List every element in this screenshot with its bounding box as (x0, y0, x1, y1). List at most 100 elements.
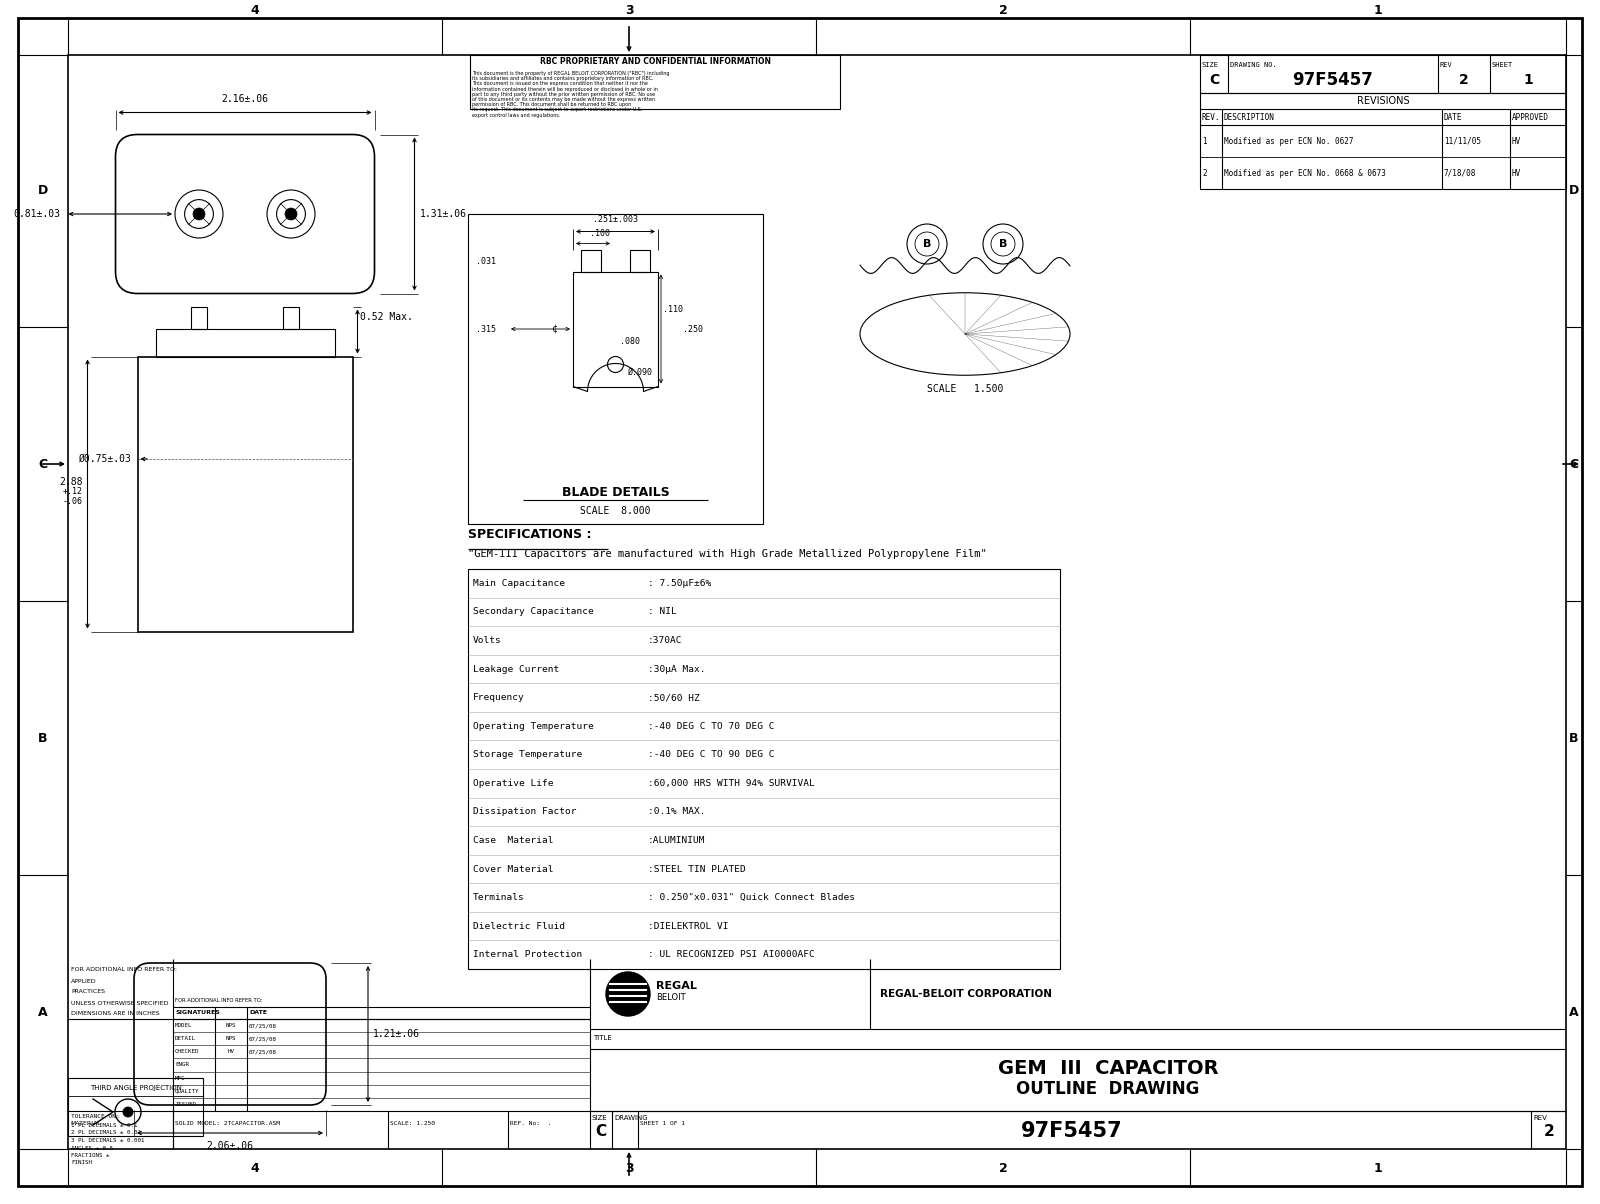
Text: 07/25/08: 07/25/08 (250, 1050, 277, 1055)
Circle shape (123, 1106, 133, 1117)
Text: DATE: DATE (250, 1010, 267, 1015)
Bar (1200, 93, 1566, 189)
Text: SHEET 1 OF 1: SHEET 1 OF 1 (640, 1121, 685, 1126)
Text: PRACTICES: PRACTICES (70, 988, 106, 995)
Text: .100: .100 (590, 229, 611, 237)
Text: 07/25/08: 07/25/08 (250, 1023, 277, 1028)
Text: TITLE: TITLE (594, 1035, 611, 1041)
Text: REV: REV (1533, 1115, 1547, 1121)
Text: 7/18/08: 7/18/08 (1443, 169, 1477, 177)
Text: TOLERANCE ON:: TOLERANCE ON: (70, 1114, 120, 1119)
Text: :50/60 HZ: :50/60 HZ (648, 694, 699, 702)
Text: DRAWING NO.: DRAWING NO. (1230, 61, 1277, 67)
Bar (155, 329, 334, 356)
Text: Operative Life: Operative Life (474, 779, 554, 787)
Text: B: B (38, 732, 48, 744)
Text: OUTLINE  DRAWING: OUTLINE DRAWING (1016, 1080, 1200, 1098)
Text: BELOIT: BELOIT (656, 993, 686, 1003)
Text: HV: HV (1512, 136, 1522, 146)
Circle shape (194, 208, 205, 220)
Text: This document is the property of REGAL BELOIT CORPORATION ("RBC") including: This document is the property of REGAL B… (472, 71, 669, 76)
Text: 2.88: 2.88 (59, 477, 83, 486)
Circle shape (285, 208, 298, 220)
Text: 3 PL DECIMALS ± 0.001: 3 PL DECIMALS ± 0.001 (70, 1138, 144, 1143)
Text: FINISH: FINISH (70, 1161, 93, 1165)
Text: : UL RECOGNIZED PSI AI0000AFC: : UL RECOGNIZED PSI AI0000AFC (648, 950, 814, 960)
Text: FRACTIONS ±: FRACTIONS ± (70, 1153, 109, 1158)
Text: MFG: MFG (174, 1075, 186, 1081)
Text: : 0.250"x0.031" Quick Connect Blades: : 0.250"x0.031" Quick Connect Blades (648, 893, 854, 902)
Text: 1: 1 (1523, 73, 1533, 87)
Text: CHECKED: CHECKED (174, 1050, 200, 1055)
Text: 1: 1 (1374, 5, 1382, 18)
Text: :DIELEKTROL VI: :DIELEKTROL VI (648, 921, 728, 931)
Text: SIZE: SIZE (592, 1115, 608, 1121)
Text: permission of RBC. This document shall be returned to RBC upon: permission of RBC. This document shall b… (472, 102, 632, 107)
Text: DRAWING: DRAWING (614, 1115, 648, 1121)
Text: .080: .080 (621, 337, 640, 346)
Text: REVISIONS: REVISIONS (1357, 96, 1410, 106)
Text: APPROVED: APPROVED (1512, 112, 1549, 122)
Text: export control laws and regulations.: export control laws and regulations. (472, 113, 560, 118)
Text: 2: 2 (1459, 73, 1469, 87)
Text: FOR ADDITIONAL INFO REFER TO:: FOR ADDITIONAL INFO REFER TO: (70, 967, 178, 972)
Text: its subsidiaries and affiliates and contains proprietary information of RBC.: its subsidiaries and affiliates and cont… (472, 76, 653, 81)
Bar (283, 307, 299, 329)
Text: This document is issued on the express condition that neither it nor the: This document is issued on the express c… (472, 82, 648, 87)
Text: information contained therein will be reproduced or disclosed in whole or in: information contained therein will be re… (472, 87, 658, 92)
Bar (138, 356, 352, 632)
Bar (190, 307, 206, 329)
Text: 2: 2 (998, 1162, 1008, 1174)
Text: .315: .315 (477, 325, 496, 334)
Text: 97F5457: 97F5457 (1293, 71, 1373, 89)
Text: APPLIED: APPLIED (70, 979, 96, 984)
Text: UNLESS OTHERWISE SPECIFIED: UNLESS OTHERWISE SPECIFIED (70, 1001, 168, 1007)
Text: Volts: Volts (474, 636, 502, 645)
Text: C: C (1570, 458, 1579, 471)
Text: .250: .250 (683, 325, 702, 334)
Text: Secondary Capacitance: Secondary Capacitance (474, 607, 594, 616)
Text: Frequency: Frequency (474, 694, 525, 702)
Text: 1 PL DECIMALS ± 0.1: 1 PL DECIMALS ± 0.1 (70, 1123, 138, 1128)
Circle shape (606, 972, 650, 1016)
Text: D: D (38, 184, 48, 197)
Text: 07/25/08: 07/25/08 (250, 1037, 277, 1041)
Text: REGAL-BELOIT CORPORATION: REGAL-BELOIT CORPORATION (880, 988, 1053, 999)
Text: .110: .110 (662, 305, 683, 313)
Text: Terminals: Terminals (474, 893, 525, 902)
Bar (467, 214, 763, 524)
Bar (581, 249, 602, 271)
Text: SCALE   1.500: SCALE 1.500 (926, 384, 1003, 394)
Text: C: C (38, 458, 48, 471)
Text: 97F5457: 97F5457 (1021, 1121, 1122, 1141)
Text: RBC PROPRIETARY AND CONFIDENTIAL INFORMATION: RBC PROPRIETARY AND CONFIDENTIAL INFORMA… (539, 58, 771, 66)
Text: :60,000 HRS WITH 94% SURVIVAL: :60,000 HRS WITH 94% SURVIVAL (648, 779, 814, 787)
Text: REV.: REV. (1202, 112, 1221, 122)
Text: 2.06±.06: 2.06±.06 (206, 1141, 253, 1151)
Text: : 7.50μF±6%: : 7.50μF±6% (648, 579, 712, 588)
Text: A: A (38, 1005, 48, 1019)
Text: 1: 1 (1374, 1162, 1382, 1174)
Text: HV: HV (227, 1050, 235, 1055)
Text: THIRD ANGLE PROJECTION: THIRD ANGLE PROJECTION (90, 1085, 181, 1091)
Text: 1.21±.06: 1.21±.06 (373, 1029, 419, 1039)
Text: 1.31±.06: 1.31±.06 (419, 209, 467, 219)
Text: SIZE: SIZE (1202, 61, 1219, 67)
Text: B: B (923, 240, 931, 249)
Bar (1200, 55, 1566, 93)
Text: its request. This document is subject to export restrictions under U.S.: its request. This document is subject to… (472, 107, 642, 112)
Text: 3: 3 (624, 5, 634, 18)
Text: :ALUMINIUM: :ALUMINIUM (648, 836, 706, 845)
Text: Ø.090: Ø.090 (627, 368, 653, 377)
Text: FOR ADDITIONAL INFO REFER TO:: FOR ADDITIONAL INFO REFER TO: (174, 998, 262, 1003)
Text: part to any third party without the prior written permission of RBC. No use: part to any third party without the prio… (472, 92, 654, 96)
Text: Case  Material: Case Material (474, 836, 554, 845)
Text: QUALITY: QUALITY (174, 1088, 200, 1093)
Text: SHEET: SHEET (1491, 61, 1514, 67)
Text: REV: REV (1440, 61, 1453, 67)
Text: REF. No:  .: REF. No: . (510, 1121, 552, 1126)
Text: 2: 2 (1202, 169, 1206, 177)
Text: 0.81±.03: 0.81±.03 (13, 209, 61, 219)
Text: :-40 DEG C TO 70 DEG C: :-40 DEG C TO 70 DEG C (648, 721, 774, 731)
Text: Cover Material: Cover Material (474, 864, 554, 873)
